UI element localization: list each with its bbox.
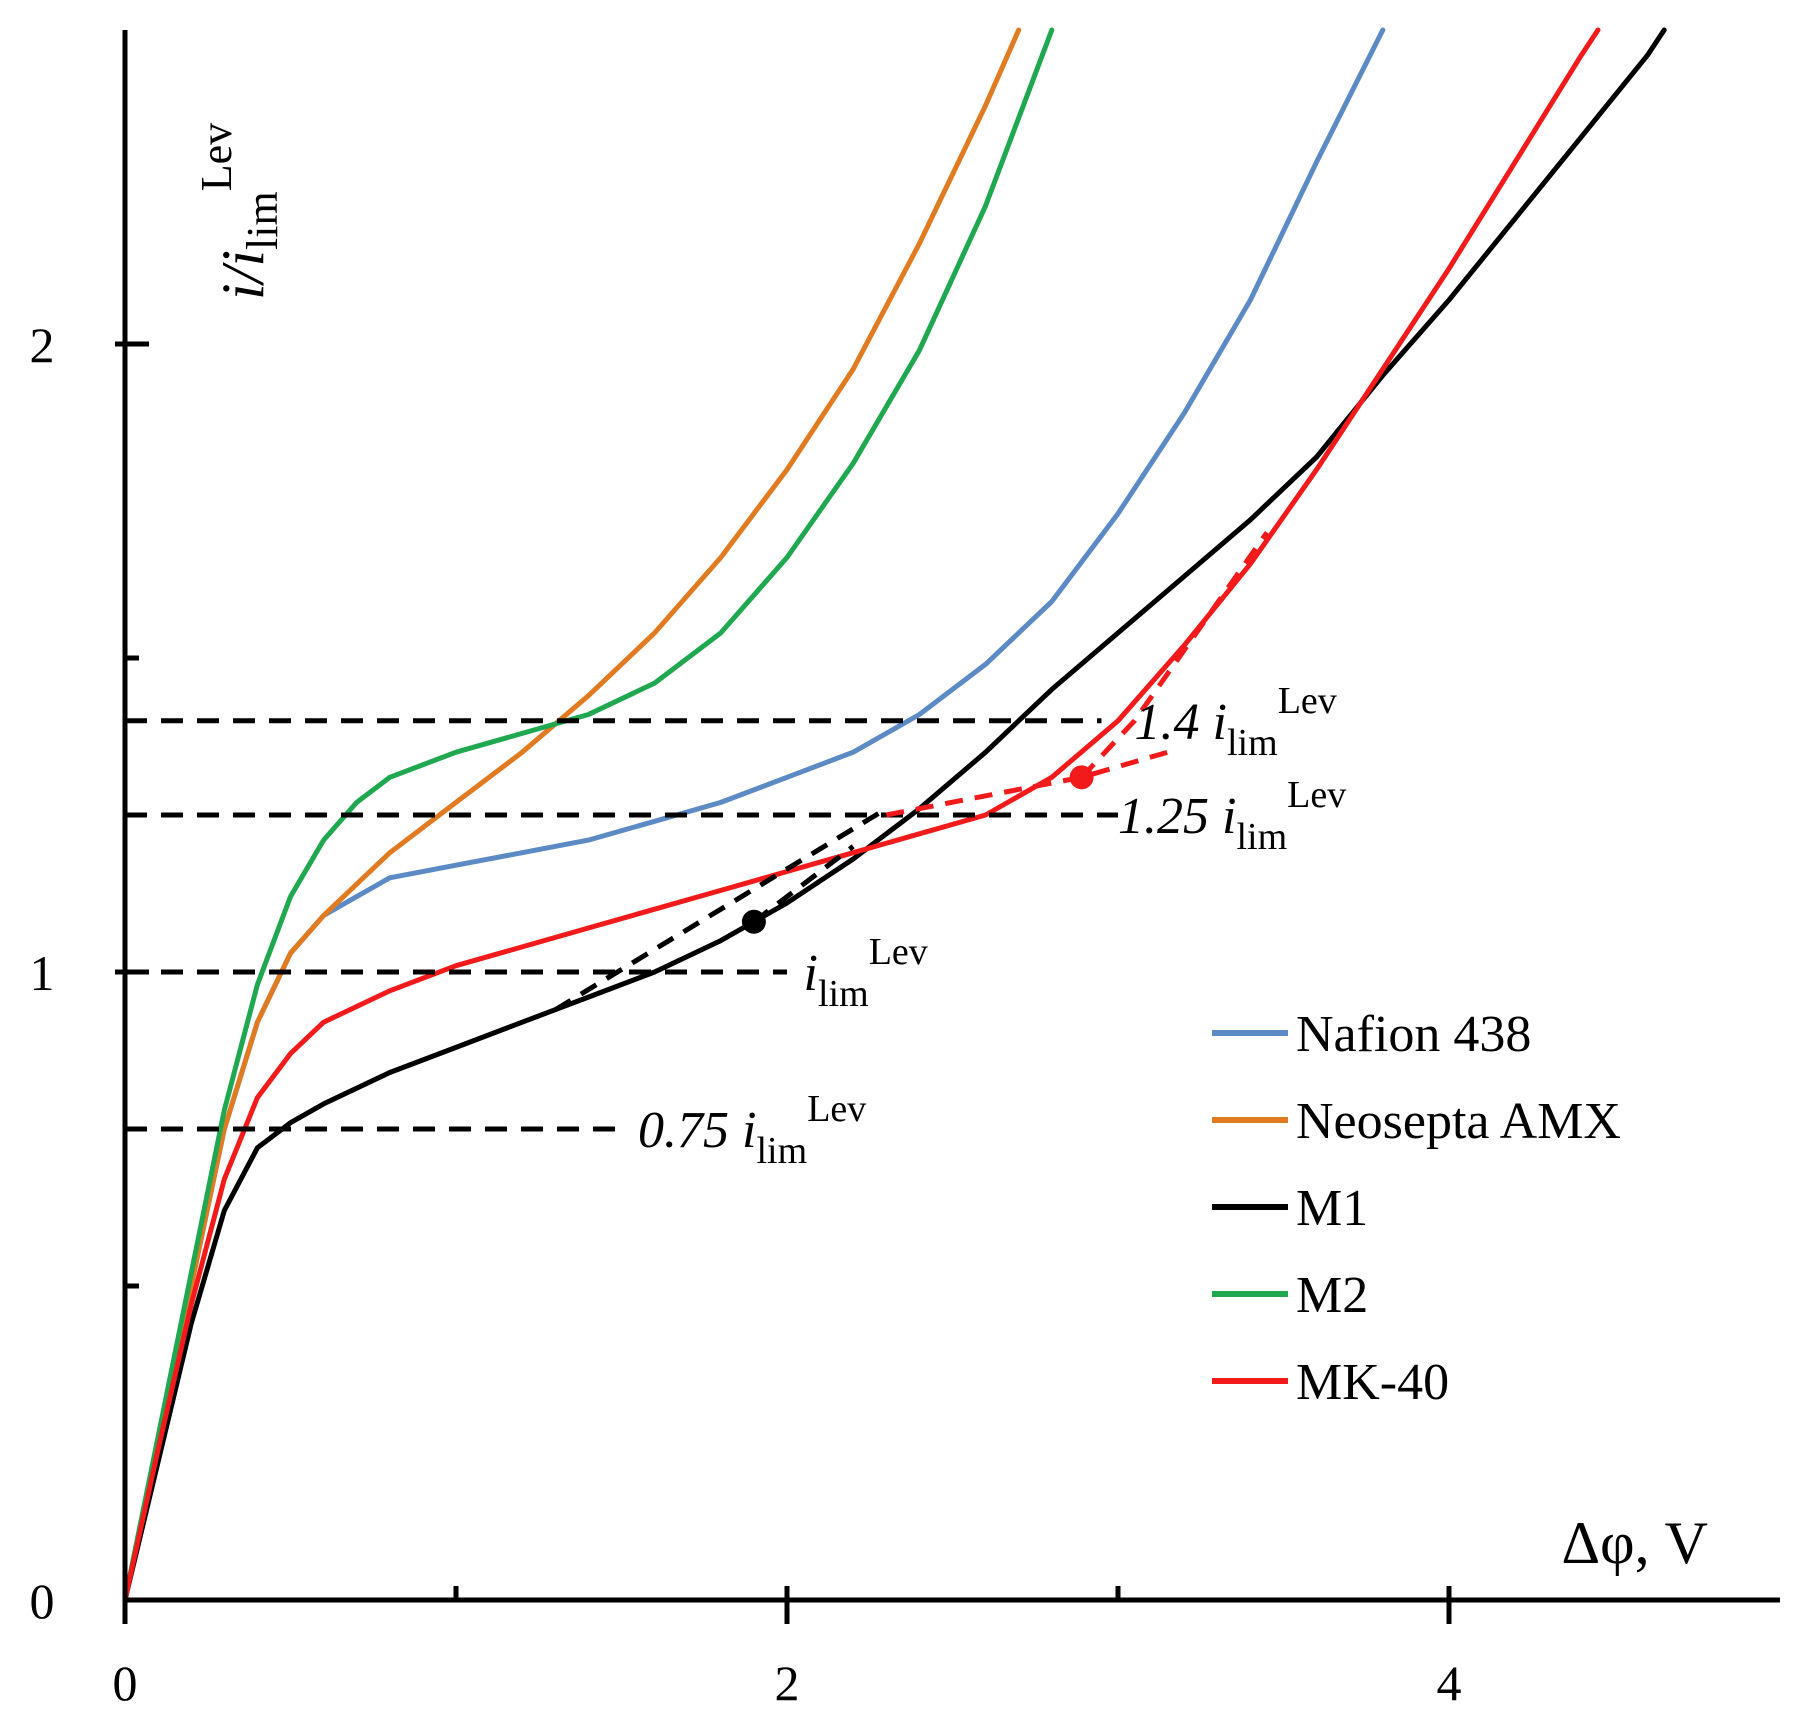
series-line-2 [122, 27, 1667, 1603]
legend-label-3: M2 [1296, 1267, 1368, 1324]
legend-label-1: Neosepta AMX [1296, 1093, 1621, 1150]
annotation-i: i [804, 945, 818, 1002]
annotation-sub: lim [818, 973, 869, 1015]
legend-label-2: M1 [1296, 1180, 1368, 1237]
annotation-i: i [1222, 788, 1236, 845]
series-line-1 [122, 27, 1022, 1603]
annotation-1: ilimLev [804, 931, 928, 1015]
marker-1 [1069, 765, 1094, 790]
y-axis-title: i/ilimLev [192, 123, 287, 300]
annotation-sup: Lev [1278, 680, 1337, 722]
markers-layer [741, 765, 1094, 934]
annotation-i: i [1213, 694, 1227, 751]
legend-label-4: MK-40 [1296, 1354, 1449, 1411]
tangent-line-1 [752, 844, 855, 924]
y-tick-label-2: 2 [30, 317, 55, 373]
marker-0 [741, 909, 766, 934]
series-line-4 [122, 27, 1601, 1603]
annotation-i: i [742, 1102, 756, 1159]
annotation-coef: 1.25 [1118, 788, 1222, 845]
annotation-sup: Lev [869, 931, 928, 973]
annotation-sub: lim [1227, 722, 1278, 764]
annotation-0: 0.75 ilimLev [638, 1088, 866, 1172]
annotation-2: 1.25 ilimLev [1118, 774, 1346, 858]
annotation-sub: lim [1236, 816, 1287, 858]
legend-label-0: Nafion 438 [1296, 1006, 1531, 1063]
tangent-line-0 [554, 806, 888, 1012]
y-tick-label-1: 1 [30, 945, 55, 1001]
x-tick-label-1: 2 [775, 1655, 800, 1711]
annotation-coef: 1.4 [1135, 694, 1213, 751]
annotation-sup: Lev [1287, 774, 1346, 816]
x-tick-label-0: 0 [113, 1655, 138, 1711]
annotation-coef: 0.75 [638, 1102, 742, 1159]
y-axis-title-base: i/i [210, 250, 276, 300]
ticks-layer: 0 2 4 0 1 2 [30, 317, 1462, 1711]
reference-lines-layer [125, 718, 1118, 1132]
annotation-sub: lim [757, 1130, 808, 1172]
tangent-line-3 [1079, 530, 1270, 780]
tangent-lines-layer [554, 530, 1270, 1012]
x-axis-title-text: Δφ, V [1561, 1510, 1708, 1576]
series-line-3 [122, 27, 1055, 1603]
y-axis-title-sub: lim [238, 191, 287, 250]
legend: Nafion 438 Neosepta AMX M1 M2 MK-40 [1212, 1006, 1621, 1411]
y-tick-label-0: 0 [30, 1573, 55, 1629]
tangent-line-2 [885, 749, 1169, 818]
annotation-3: 1.4 ilimLev [1135, 680, 1337, 764]
x-tick-label-2: 4 [1437, 1655, 1462, 1711]
annotation-sup: Lev [807, 1088, 866, 1130]
curves-layer [122, 27, 1667, 1603]
x-axis-title: Δφ, V [1561, 1510, 1708, 1576]
y-axis-title-sup: Lev [192, 123, 241, 191]
